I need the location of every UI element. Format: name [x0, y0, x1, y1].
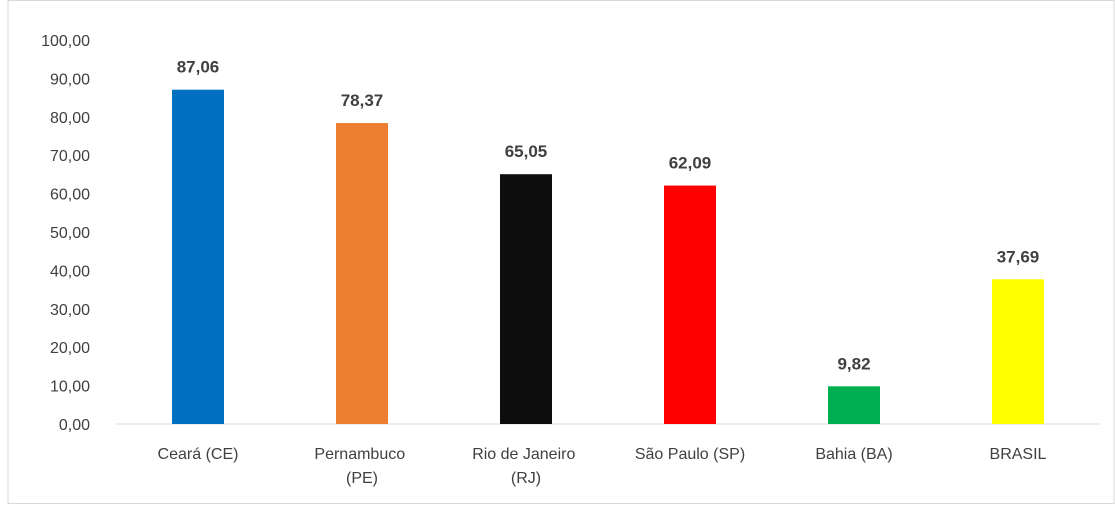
y-tick-label: 90,00 [50, 71, 90, 88]
x-tick-label: Pernambuco (PE) [314, 446, 409, 487]
y-tick-label: 60,00 [50, 187, 90, 204]
y-tick-label: 20,00 [50, 340, 90, 357]
bar [992, 279, 1044, 424]
y-tick-label: 10,00 [50, 379, 90, 396]
value-label: 37,69 [997, 247, 1040, 266]
x-tick-label: São Paulo (SP) [635, 446, 745, 463]
bar [336, 123, 388, 424]
y-tick-label: 70,00 [50, 148, 90, 165]
value-label: 62,09 [669, 154, 712, 173]
value-label: 87,06 [177, 58, 220, 77]
y-tick-label: 80,00 [50, 110, 90, 127]
y-tick-label: 50,00 [50, 225, 90, 242]
bar [500, 174, 552, 424]
x-tick-label: BRASIL [990, 446, 1047, 463]
bar [172, 89, 224, 424]
x-tick-label: Bahia (BA) [815, 446, 892, 463]
y-tick-label: 0,00 [59, 417, 90, 434]
bar [664, 185, 716, 424]
value-label: 9,82 [837, 354, 870, 373]
value-label: 78,37 [341, 91, 384, 110]
y-tick-label: 30,00 [50, 302, 90, 319]
x-tick-label: Ceará (CE) [158, 446, 239, 463]
y-tick-label: 100,00 [41, 33, 90, 50]
bar [828, 386, 880, 424]
x-tick-label: Rio de Janeiro (RJ) [472, 446, 580, 487]
value-label: 65,05 [505, 142, 548, 161]
y-tick-label: 40,00 [50, 263, 90, 280]
